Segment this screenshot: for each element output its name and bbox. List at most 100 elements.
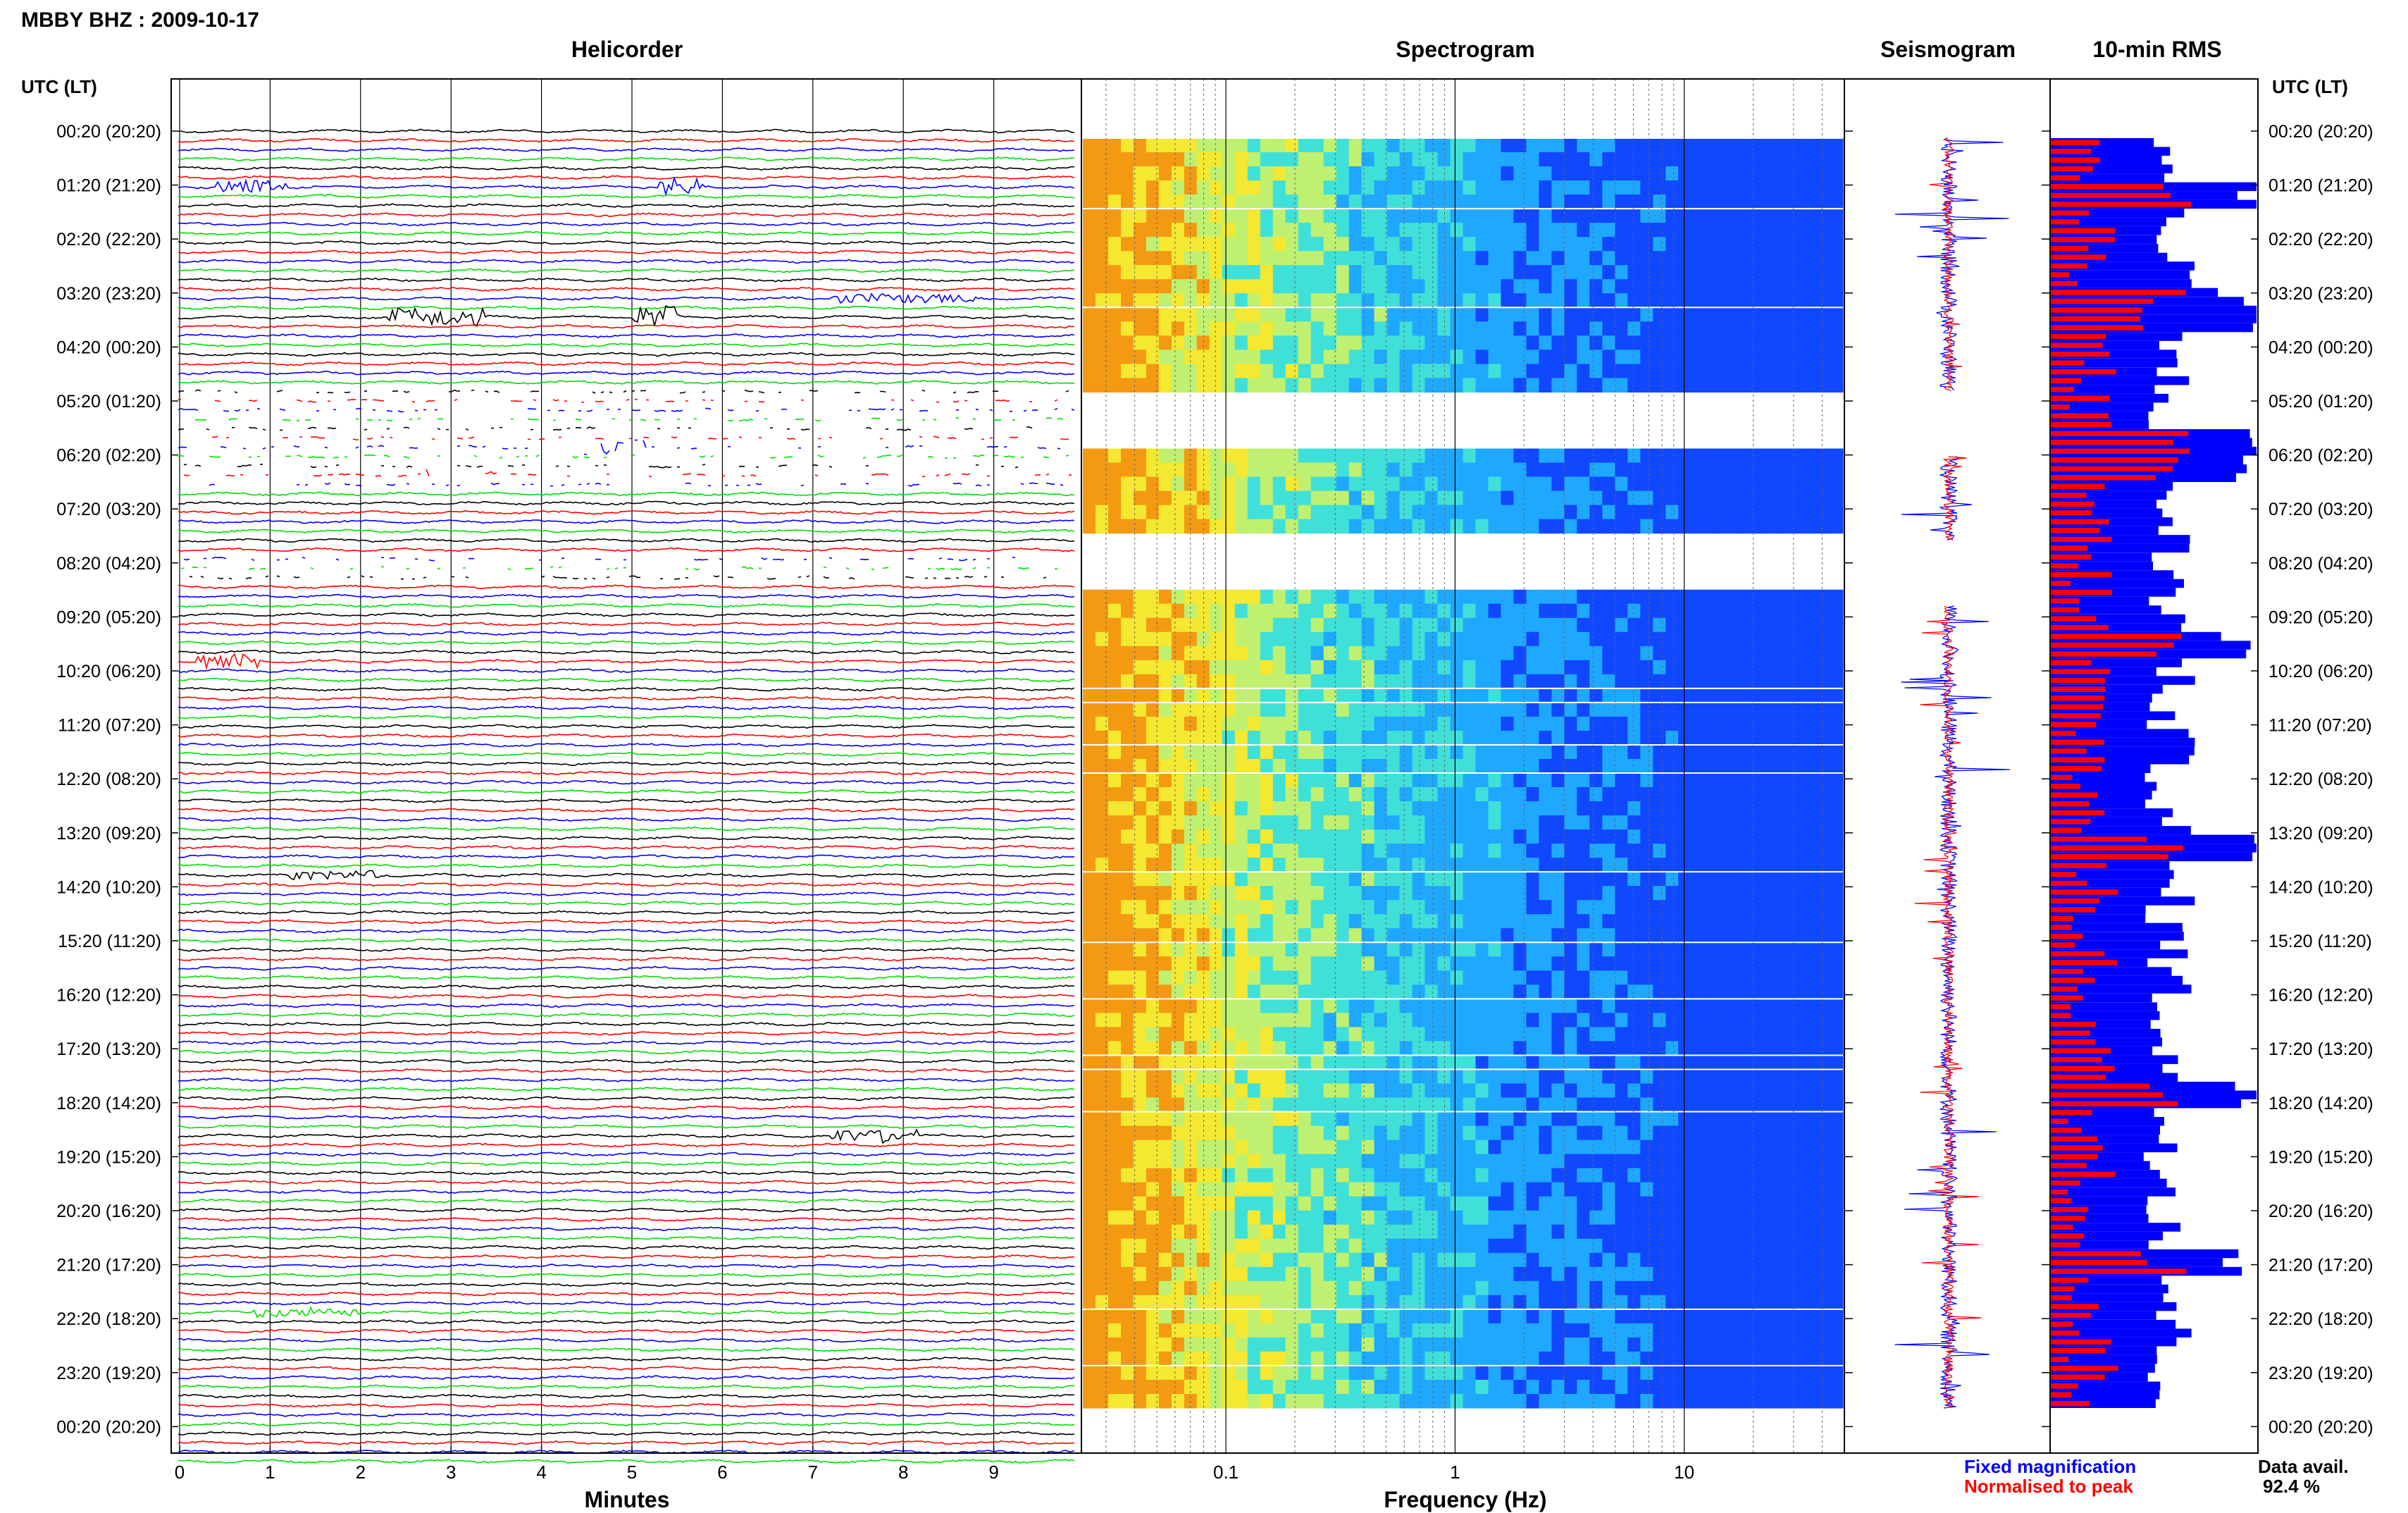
- spectrogram-cell: [1754, 350, 1768, 364]
- spectrogram-cell: [1577, 505, 1590, 520]
- spectrogram-cell: [1716, 237, 1730, 252]
- spectrogram-cell: [1374, 773, 1388, 788]
- spectrogram-cell: [1627, 660, 1641, 675]
- spectrogram-cell: [1210, 956, 1223, 971]
- spectrogram-cell: [1083, 1239, 1096, 1254]
- spectrogram-cell: [1324, 731, 1337, 746]
- helicorder-trace: [178, 780, 1074, 784]
- spectrogram-cell: [1273, 646, 1286, 661]
- spectrogram-cell: [1324, 604, 1337, 619]
- spectrogram-cell: [1577, 364, 1590, 378]
- spectrogram-cell: [1526, 970, 1539, 985]
- spectrogram-cell: [1425, 928, 1439, 943]
- spectrogram-cell: [1235, 886, 1248, 901]
- spectrogram-cell: [1691, 1055, 1704, 1070]
- spectrogram-cell: [1640, 1112, 1653, 1127]
- spectrogram-cell: [1260, 900, 1274, 915]
- spectrogram-cell: [1589, 237, 1603, 252]
- spectrogram-cell: [1413, 209, 1426, 223]
- spectrogram-cell: [1476, 618, 1489, 633]
- spectrogram-cell: [1210, 942, 1223, 957]
- spectrogram-cell: [1311, 759, 1324, 774]
- spectrogram-cell: [1805, 858, 1818, 872]
- spectrogram-cell: [1134, 815, 1147, 830]
- spectrogram-cell: [1564, 519, 1577, 534]
- spectrogram-cell: [1818, 872, 1831, 887]
- spectrogram-cell: [1742, 223, 1755, 237]
- spectrogram-cell: [1134, 1055, 1147, 1070]
- spectrogram-cell: [1235, 674, 1248, 689]
- spectrogram-cell: [1691, 209, 1704, 223]
- spectrogram-cell: [1451, 1197, 1464, 1211]
- spectrogram-cell: [1134, 180, 1147, 195]
- spectrogram-cell: [1400, 688, 1413, 703]
- spectrogram-cell: [1451, 166, 1464, 181]
- helicorder-trace: [178, 799, 1074, 803]
- spectrogram-cell: [1222, 180, 1236, 195]
- spectrogram-cell: [1172, 1013, 1185, 1027]
- spectrogram-cell: [1108, 703, 1122, 717]
- spectrogram-cell: [1589, 999, 1603, 1013]
- helicorder-trace: [178, 688, 1074, 691]
- spectrogram-cell: [1172, 279, 1185, 294]
- spectrogram-cell: [1653, 984, 1666, 999]
- spectrogram-cell: [1792, 463, 1806, 478]
- spectrogram-cell: [1451, 1140, 1464, 1155]
- spectrogram-cell: [1830, 251, 1844, 266]
- spectrogram-cell: [1489, 237, 1502, 252]
- spectrogram-cell: [1197, 1013, 1210, 1027]
- helicorder-trace: [280, 409, 285, 410]
- spectrogram-cell: [1589, 604, 1603, 619]
- spectrogram-cell: [1235, 335, 1248, 350]
- spectrogram-cell: [1780, 801, 1793, 816]
- spectrogram-cell: [1818, 152, 1831, 167]
- helicorder-trace: [178, 1264, 1074, 1268]
- helicorder-trace: [553, 420, 556, 421]
- spectrogram-cell: [1792, 293, 1806, 308]
- spectrogram-cell: [1159, 138, 1172, 153]
- helicorder-trace: [719, 559, 722, 560]
- spectrogram-cell: [1159, 660, 1172, 675]
- spectrogram-cell: [1551, 984, 1565, 999]
- spectrogram-cell: [1653, 378, 1666, 393]
- spectrogram-cell: [1665, 1154, 1679, 1169]
- spectrogram-cell: [1539, 279, 1552, 294]
- spectrogram-cell: [1235, 237, 1248, 252]
- spectrogram-cell: [1197, 942, 1210, 957]
- spectrogram-cell: [1754, 1253, 1768, 1268]
- spectrogram-cell: [1108, 1211, 1122, 1225]
- spectrogram-cell: [1539, 364, 1552, 378]
- spectrogram-cell: [1476, 1211, 1489, 1225]
- helicorder-trace: [316, 411, 319, 412]
- helicorder-trace: [905, 577, 914, 579]
- helicorder-trace: [178, 650, 1074, 654]
- spectrogram-cell: [1742, 604, 1755, 619]
- spectrogram-cell: [1589, 1168, 1603, 1183]
- spectrogram-cell: [1172, 335, 1185, 350]
- spectrogram-cell: [1526, 364, 1539, 378]
- spectrogram-cell: [1374, 1211, 1388, 1225]
- spectrogram-cell: [1577, 449, 1590, 464]
- spectrogram-cell: [1197, 731, 1210, 746]
- spectrogram-cell: [1311, 293, 1324, 308]
- spectrogram-cell: [1311, 703, 1324, 717]
- spectrogram-cell: [1805, 1027, 1818, 1042]
- spectrogram-cell: [1716, 801, 1730, 816]
- spectrogram-cell: [1691, 956, 1704, 971]
- spectrogram-cell: [1121, 1070, 1134, 1085]
- spectrogram-cell: [1438, 505, 1451, 520]
- spectrogram-cell: [1539, 180, 1552, 195]
- spectrogram-cell: [1413, 970, 1426, 985]
- spectrogram-cell: [1197, 1041, 1210, 1056]
- spectrogram-cell: [1121, 1027, 1134, 1042]
- spectrogram-cell: [1615, 604, 1628, 619]
- spectrogram-cell: [1615, 265, 1628, 280]
- spectrogram-cell: [1210, 491, 1223, 506]
- helicorder-trace: [178, 734, 1074, 738]
- spectrogram-cell: [1767, 237, 1780, 252]
- spectrogram-cell: [1362, 1112, 1375, 1127]
- spectrogram-cell: [1463, 984, 1477, 999]
- spectrogram-cell: [1172, 223, 1185, 237]
- spectrogram-cell: [1210, 1182, 1223, 1197]
- spectrogram-cell: [1146, 1154, 1160, 1169]
